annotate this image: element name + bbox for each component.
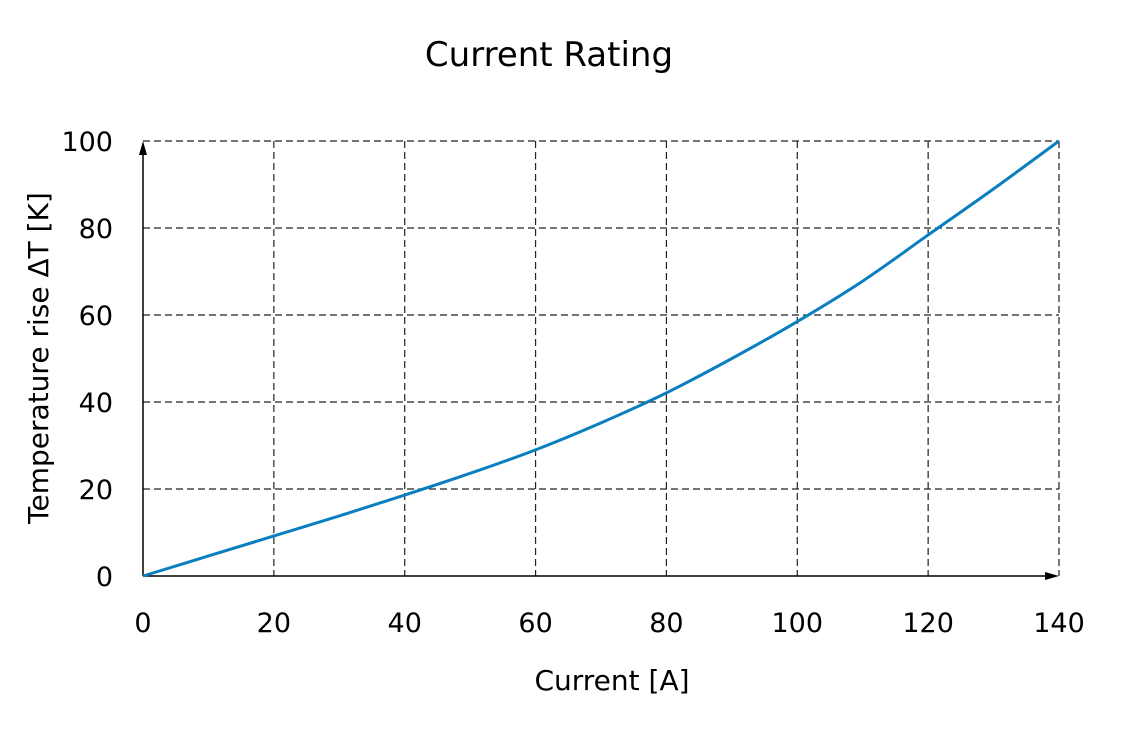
x-axis-arrow — [1045, 572, 1059, 580]
axes — [139, 141, 1059, 580]
y-tick-label: 80 — [79, 214, 113, 245]
y-axis-arrow — [139, 141, 147, 155]
x-tick-label: 20 — [257, 608, 291, 639]
series — [142, 139, 1060, 578]
x-tick-labels: 0 20 40 60 80 100 120 140 — [134, 608, 1084, 639]
y-tick-label: 0 — [96, 562, 113, 593]
x-tick-label: 40 — [388, 608, 422, 639]
x-tick-label: 120 — [902, 608, 954, 639]
x-tick-label: 100 — [772, 608, 824, 639]
series-line — [142, 139, 1060, 578]
x-tick-label: 80 — [649, 608, 683, 639]
chart-title: Current Rating — [425, 35, 673, 75]
x-tick-label: 60 — [518, 608, 552, 639]
y-tick-label: 60 — [79, 301, 113, 332]
y-tick-labels: 0 20 40 60 80 100 — [61, 127, 113, 593]
x-axis-label: Current [A] — [534, 664, 689, 697]
x-tick-label: 140 — [1033, 608, 1085, 639]
y-tick-label: 100 — [61, 127, 113, 158]
y-tick-label: 40 — [79, 388, 113, 419]
x-tick-label: 0 — [134, 608, 151, 639]
grid — [143, 140, 1060, 576]
y-tick-label: 20 — [79, 475, 113, 506]
y-axis-label: Temperature rise ΔT [K] — [22, 192, 55, 525]
